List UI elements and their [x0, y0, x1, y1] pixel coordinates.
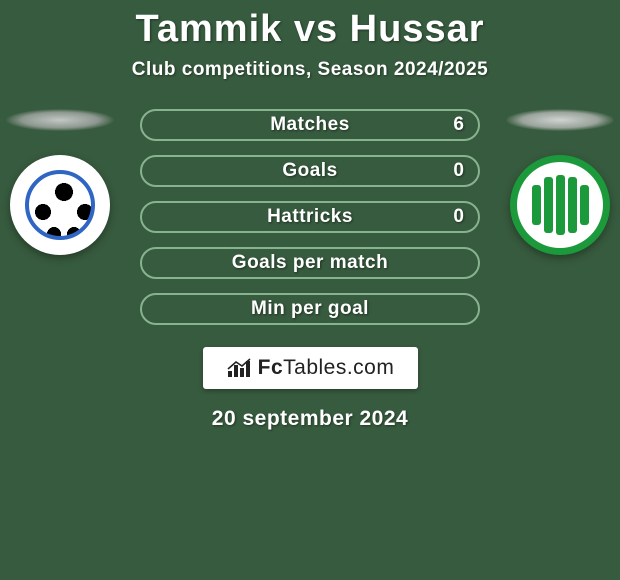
- stat-label: Min per goal: [251, 298, 369, 320]
- stat-label: Matches: [270, 114, 350, 136]
- page-title: Tammik vs Hussar: [0, 0, 620, 51]
- stat-right-value: 0: [453, 160, 464, 182]
- content: Matches 6 Goals 0 Hattricks 0 Goals per …: [0, 109, 620, 431]
- stat-right-value: 0: [453, 206, 464, 228]
- footer-logo: FcTables.com: [203, 347, 418, 389]
- stat-row-goals-per-match: Goals per match: [140, 247, 480, 279]
- stat-row-matches: Matches 6: [140, 109, 480, 141]
- brand-suffix: .com: [347, 356, 395, 379]
- stats-list: Matches 6 Goals 0 Hattricks 0 Goals per …: [140, 109, 480, 325]
- stat-label: Hattricks: [267, 206, 353, 228]
- team-left: [6, 109, 114, 255]
- bar-chart-icon: [226, 357, 252, 379]
- team-left-badge: [10, 155, 110, 255]
- brand-text: FcTables.com: [258, 356, 395, 380]
- stat-right-value: 6: [453, 114, 464, 136]
- page-subtitle: Club competitions, Season 2024/2025: [0, 59, 620, 81]
- soccer-ball-icon: [25, 170, 95, 240]
- team-right: [506, 109, 614, 255]
- stat-row-hattricks: Hattricks 0: [140, 201, 480, 233]
- brand-bold: Fc: [258, 356, 284, 379]
- team-left-shadow: [6, 109, 114, 131]
- stat-label: Goals per match: [232, 252, 388, 274]
- stat-label: Goals: [282, 160, 337, 182]
- crest-icon: [532, 175, 589, 235]
- team-right-shadow: [506, 109, 614, 131]
- stat-row-goals: Goals 0: [140, 155, 480, 187]
- brand-thin: Tables: [283, 356, 347, 379]
- footer-date: 20 september 2024: [0, 407, 620, 431]
- stat-row-min-per-goal: Min per goal: [140, 293, 480, 325]
- team-right-badge: [510, 155, 610, 255]
